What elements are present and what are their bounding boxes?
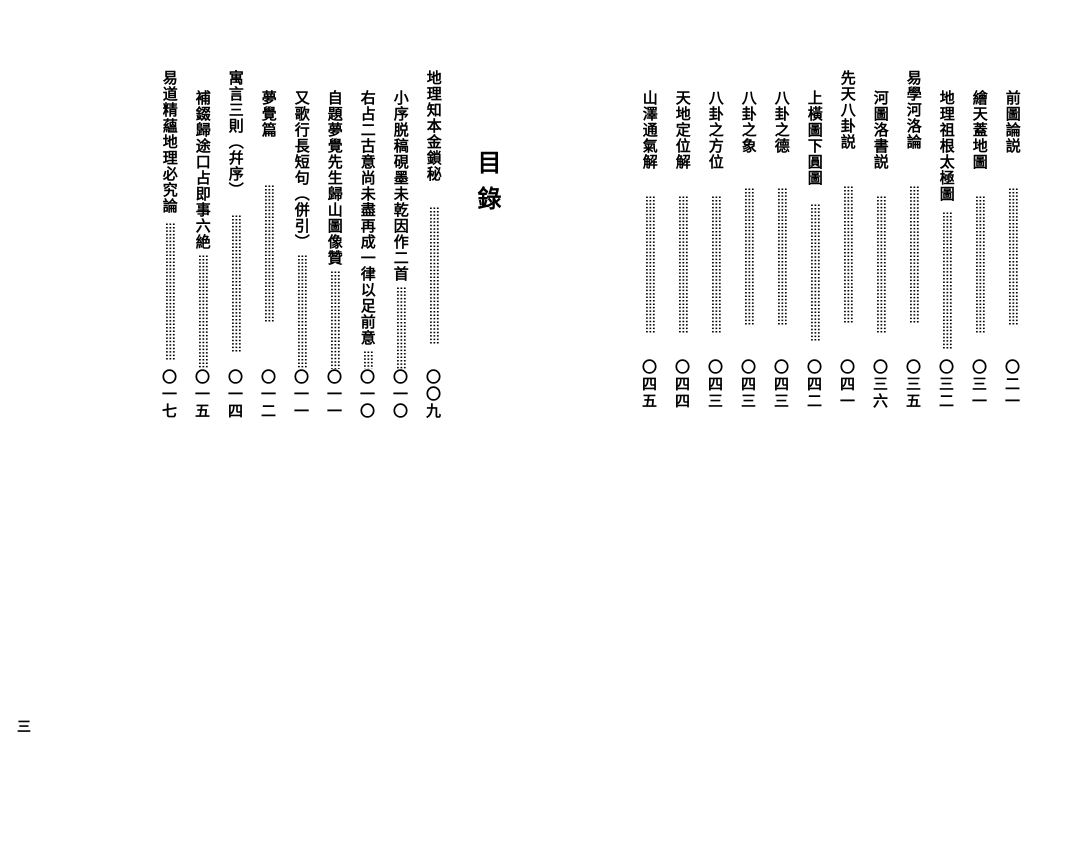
entry-title: 自題夢覺先生歸山圖像贊 [325,70,342,266]
entry-title: 繪天蓋地圖 [970,70,987,170]
leader-dots: ⁝⁝⁝⁝⁝⁝⁝⁝⁝⁝⁝⁝⁝⁝⁝⁝⁝⁝⁝⁝⁝⁝⁝⁝⁝⁝⁝⁝⁝⁝⁝⁝⁝⁝⁝⁝⁝⁝⁝⁝ [327,266,341,369]
entry-page-number: 〇三一 [968,359,989,410]
right-column: 前圖論説⁝⁝⁝⁝⁝⁝⁝⁝⁝⁝⁝⁝⁝⁝⁝⁝⁝⁝⁝⁝⁝⁝⁝⁝⁝⁝⁝⁝⁝⁝⁝⁝⁝⁝⁝⁝… [544,70,1028,813]
entry-page-number: 〇四三 [737,359,758,410]
entry-title: 夢覺篇 [259,70,276,138]
toc-entry: 易道精蘊地理必究論⁝⁝⁝⁝⁝⁝⁝⁝⁝⁝⁝⁝⁝⁝⁝⁝⁝⁝⁝⁝⁝⁝⁝⁝⁝⁝⁝⁝⁝⁝⁝… [158,70,179,420]
leader-dots: ⁝⁝⁝⁝⁝⁝⁝⁝⁝⁝⁝⁝⁝⁝⁝⁝⁝⁝⁝⁝⁝⁝⁝⁝⁝⁝⁝⁝⁝⁝⁝⁝⁝⁝⁝⁝⁝⁝⁝⁝ [906,150,920,359]
toc-entry: 自題夢覺先生歸山圖像贊⁝⁝⁝⁝⁝⁝⁝⁝⁝⁝⁝⁝⁝⁝⁝⁝⁝⁝⁝⁝⁝⁝⁝⁝⁝⁝⁝⁝⁝… [323,70,344,420]
entry-page-number: 〇四三 [770,359,791,410]
leader-dots: ⁝⁝⁝⁝⁝⁝⁝⁝⁝⁝⁝⁝⁝⁝⁝⁝⁝⁝⁝⁝⁝⁝⁝⁝⁝⁝⁝⁝⁝⁝⁝⁝⁝⁝⁝⁝⁝⁝⁝⁝ [807,186,821,359]
leader-dots: ⁝⁝⁝⁝⁝⁝⁝⁝⁝⁝⁝⁝⁝⁝⁝⁝⁝⁝⁝⁝⁝⁝⁝⁝⁝⁝⁝⁝⁝⁝⁝⁝⁝⁝⁝⁝⁝⁝⁝⁝ [972,170,986,359]
entry-page-number: 〇一〇 [389,369,410,420]
leader-dots: ⁝⁝⁝⁝⁝⁝⁝⁝⁝⁝⁝⁝⁝⁝⁝⁝⁝⁝⁝⁝⁝⁝⁝⁝⁝⁝⁝⁝⁝⁝⁝⁝⁝⁝⁝⁝⁝⁝⁝⁝ [840,150,854,359]
toc-entry: 補錣歸途口占即事六絶⁝⁝⁝⁝⁝⁝⁝⁝⁝⁝⁝⁝⁝⁝⁝⁝⁝⁝⁝⁝⁝⁝⁝⁝⁝⁝⁝⁝⁝⁝… [191,70,212,420]
leader-dots: ⁝⁝⁝⁝⁝⁝⁝⁝⁝⁝⁝⁝⁝⁝⁝⁝⁝⁝⁝⁝⁝⁝⁝⁝⁝⁝⁝⁝⁝⁝⁝⁝⁝⁝⁝⁝⁝⁝⁝⁝ [426,182,440,369]
entry-page-number: 〇一二 [257,369,278,420]
toc-entry: 八卦之德⁝⁝⁝⁝⁝⁝⁝⁝⁝⁝⁝⁝⁝⁝⁝⁝⁝⁝⁝⁝⁝⁝⁝⁝⁝⁝⁝⁝⁝⁝⁝⁝⁝⁝⁝⁝… [770,70,791,410]
entry-title: 上橫圖下圓圖 [805,70,822,186]
entry-page-number: 〇一一 [323,369,344,420]
right-entries-container: 前圖論説⁝⁝⁝⁝⁝⁝⁝⁝⁝⁝⁝⁝⁝⁝⁝⁝⁝⁝⁝⁝⁝⁝⁝⁝⁝⁝⁝⁝⁝⁝⁝⁝⁝⁝⁝⁝… [632,70,1028,410]
entry-title: 八卦之象 [739,70,756,154]
toc-entry: 河圖洛書説⁝⁝⁝⁝⁝⁝⁝⁝⁝⁝⁝⁝⁝⁝⁝⁝⁝⁝⁝⁝⁝⁝⁝⁝⁝⁝⁝⁝⁝⁝⁝⁝⁝⁝⁝… [869,70,890,410]
toc-entry: 前圖論説⁝⁝⁝⁝⁝⁝⁝⁝⁝⁝⁝⁝⁝⁝⁝⁝⁝⁝⁝⁝⁝⁝⁝⁝⁝⁝⁝⁝⁝⁝⁝⁝⁝⁝⁝⁝… [1001,70,1022,410]
toc-entry: 易學河洛論⁝⁝⁝⁝⁝⁝⁝⁝⁝⁝⁝⁝⁝⁝⁝⁝⁝⁝⁝⁝⁝⁝⁝⁝⁝⁝⁝⁝⁝⁝⁝⁝⁝⁝⁝… [902,70,923,410]
entry-title: 又歌行長短句（併引） [292,70,309,250]
toc-entry: 寓言三則（幷序）⁝⁝⁝⁝⁝⁝⁝⁝⁝⁝⁝⁝⁝⁝⁝⁝⁝⁝⁝⁝⁝⁝⁝⁝⁝⁝⁝⁝⁝⁝⁝⁝… [224,70,245,420]
leader-dots: ⁝⁝⁝⁝⁝⁝⁝⁝⁝⁝⁝⁝⁝⁝⁝⁝⁝⁝⁝⁝⁝⁝⁝⁝⁝⁝⁝⁝⁝⁝⁝⁝⁝⁝⁝⁝⁝⁝⁝⁝ [294,250,308,369]
leader-dots: ⁝⁝⁝⁝⁝⁝⁝⁝⁝⁝⁝⁝⁝⁝⁝⁝⁝⁝⁝⁝⁝⁝⁝⁝⁝⁝⁝⁝⁝⁝⁝⁝⁝⁝⁝⁝⁝⁝⁝⁝ [162,214,176,369]
leader-dots: ⁝⁝⁝⁝⁝⁝⁝⁝⁝⁝⁝⁝⁝⁝⁝⁝⁝⁝⁝⁝⁝⁝⁝⁝⁝⁝⁝⁝⁝⁝⁝⁝⁝⁝⁝⁝⁝⁝⁝⁝ [228,198,242,369]
entry-page-number: 〇三五 [902,359,923,410]
entry-page-number: 〇四一 [836,359,857,410]
left-column: 目錄 地理知本金鎖秘⁝⁝⁝⁝⁝⁝⁝⁝⁝⁝⁝⁝⁝⁝⁝⁝⁝⁝⁝⁝⁝⁝⁝⁝⁝⁝⁝⁝⁝⁝… [20,70,504,813]
entry-title: 八卦之德 [772,70,789,154]
entry-page-number: 〇四五 [638,359,659,410]
entry-page-number: 〇一七 [158,369,179,420]
entry-title: 補錣歸途口占即事六絶 [193,70,210,250]
toc-entry: 又歌行長短句（併引）⁝⁝⁝⁝⁝⁝⁝⁝⁝⁝⁝⁝⁝⁝⁝⁝⁝⁝⁝⁝⁝⁝⁝⁝⁝⁝⁝⁝⁝⁝… [290,70,311,420]
leader-dots: ⁝⁝⁝⁝⁝⁝⁝⁝⁝⁝⁝⁝⁝⁝⁝⁝⁝⁝⁝⁝⁝⁝⁝⁝⁝⁝⁝⁝⁝⁝⁝⁝⁝⁝⁝⁝⁝⁝⁝⁝ [195,250,209,369]
leader-dots: ⁝⁝⁝⁝⁝⁝⁝⁝⁝⁝⁝⁝⁝⁝⁝⁝⁝⁝⁝⁝⁝⁝⁝⁝⁝⁝⁝⁝⁝⁝⁝⁝⁝⁝⁝⁝⁝⁝⁝⁝ [360,346,374,369]
entry-page-number: 〇三六 [869,359,890,410]
entry-title: 天地定位解 [673,70,690,170]
toc-entry: 地理祖根太極圖⁝⁝⁝⁝⁝⁝⁝⁝⁝⁝⁝⁝⁝⁝⁝⁝⁝⁝⁝⁝⁝⁝⁝⁝⁝⁝⁝⁝⁝⁝⁝⁝⁝… [935,70,956,410]
entry-title: 前圖論説 [1003,70,1020,154]
toc-entry: 八卦之象⁝⁝⁝⁝⁝⁝⁝⁝⁝⁝⁝⁝⁝⁝⁝⁝⁝⁝⁝⁝⁝⁝⁝⁝⁝⁝⁝⁝⁝⁝⁝⁝⁝⁝⁝⁝… [737,70,758,410]
toc-entry: 右占二古意尚未盡再成一律以足前意⁝⁝⁝⁝⁝⁝⁝⁝⁝⁝⁝⁝⁝⁝⁝⁝⁝⁝⁝⁝⁝⁝⁝⁝… [356,70,377,420]
entry-page-number: 〇一一 [290,369,311,420]
entry-page-number: 〇一〇 [356,369,377,420]
toc-entry: 夢覺篇⁝⁝⁝⁝⁝⁝⁝⁝⁝⁝⁝⁝⁝⁝⁝⁝⁝⁝⁝⁝⁝⁝⁝⁝⁝⁝⁝⁝⁝⁝⁝⁝⁝⁝⁝⁝⁝… [257,70,278,420]
toc-entry: 小序脱稿硯墨未乾因作二首⁝⁝⁝⁝⁝⁝⁝⁝⁝⁝⁝⁝⁝⁝⁝⁝⁝⁝⁝⁝⁝⁝⁝⁝⁝⁝⁝⁝… [389,70,410,420]
leader-dots: ⁝⁝⁝⁝⁝⁝⁝⁝⁝⁝⁝⁝⁝⁝⁝⁝⁝⁝⁝⁝⁝⁝⁝⁝⁝⁝⁝⁝⁝⁝⁝⁝⁝⁝⁝⁝⁝⁝⁝⁝ [261,138,275,369]
leader-dots: ⁝⁝⁝⁝⁝⁝⁝⁝⁝⁝⁝⁝⁝⁝⁝⁝⁝⁝⁝⁝⁝⁝⁝⁝⁝⁝⁝⁝⁝⁝⁝⁝⁝⁝⁝⁝⁝⁝⁝⁝ [741,154,755,359]
entry-title: 小序脱稿硯墨未乾因作二首 [391,70,408,282]
entry-page-number: 〇四二 [803,359,824,410]
entry-title: 寓言三則（幷序） [226,70,243,198]
toc-entry: 上橫圖下圓圖⁝⁝⁝⁝⁝⁝⁝⁝⁝⁝⁝⁝⁝⁝⁝⁝⁝⁝⁝⁝⁝⁝⁝⁝⁝⁝⁝⁝⁝⁝⁝⁝⁝⁝… [803,70,824,410]
entry-title: 右占二古意尚未盡再成一律以足前意 [358,70,375,346]
entry-page-number: 〇四四 [671,359,692,410]
entry-page-number: 〇一四 [224,369,245,420]
entry-title: 山澤通氣解 [640,70,657,170]
leader-dots: ⁝⁝⁝⁝⁝⁝⁝⁝⁝⁝⁝⁝⁝⁝⁝⁝⁝⁝⁝⁝⁝⁝⁝⁝⁝⁝⁝⁝⁝⁝⁝⁝⁝⁝⁝⁝⁝⁝⁝⁝ [675,170,689,359]
entry-page-number: 〇三二 [935,359,956,410]
leader-dots: ⁝⁝⁝⁝⁝⁝⁝⁝⁝⁝⁝⁝⁝⁝⁝⁝⁝⁝⁝⁝⁝⁝⁝⁝⁝⁝⁝⁝⁝⁝⁝⁝⁝⁝⁝⁝⁝⁝⁝⁝ [642,170,656,359]
entry-title: 易道精蘊地理必究論 [160,70,177,214]
toc-heading: 目錄 [469,70,504,222]
entry-page-number: 〇四三 [704,359,725,410]
leader-dots: ⁝⁝⁝⁝⁝⁝⁝⁝⁝⁝⁝⁝⁝⁝⁝⁝⁝⁝⁝⁝⁝⁝⁝⁝⁝⁝⁝⁝⁝⁝⁝⁝⁝⁝⁝⁝⁝⁝⁝⁝ [393,282,407,369]
entry-page-number: 〇〇九 [422,369,443,420]
entry-title: 地理知本金鎖秘 [424,70,441,182]
entry-title: 河圖洛書説 [871,70,888,170]
toc-entry: 地理知本金鎖秘⁝⁝⁝⁝⁝⁝⁝⁝⁝⁝⁝⁝⁝⁝⁝⁝⁝⁝⁝⁝⁝⁝⁝⁝⁝⁝⁝⁝⁝⁝⁝⁝⁝… [422,70,443,420]
page-spread: 目錄 地理知本金鎖秘⁝⁝⁝⁝⁝⁝⁝⁝⁝⁝⁝⁝⁝⁝⁝⁝⁝⁝⁝⁝⁝⁝⁝⁝⁝⁝⁝⁝⁝⁝… [0,0,1068,853]
leader-dots: ⁝⁝⁝⁝⁝⁝⁝⁝⁝⁝⁝⁝⁝⁝⁝⁝⁝⁝⁝⁝⁝⁝⁝⁝⁝⁝⁝⁝⁝⁝⁝⁝⁝⁝⁝⁝⁝⁝⁝⁝ [1005,154,1019,359]
footer-page-number: 三 [12,719,32,733]
entry-page-number: 〇一五 [191,369,212,420]
leader-dots: ⁝⁝⁝⁝⁝⁝⁝⁝⁝⁝⁝⁝⁝⁝⁝⁝⁝⁝⁝⁝⁝⁝⁝⁝⁝⁝⁝⁝⁝⁝⁝⁝⁝⁝⁝⁝⁝⁝⁝⁝ [774,154,788,359]
toc-entry: 八卦之方位⁝⁝⁝⁝⁝⁝⁝⁝⁝⁝⁝⁝⁝⁝⁝⁝⁝⁝⁝⁝⁝⁝⁝⁝⁝⁝⁝⁝⁝⁝⁝⁝⁝⁝⁝… [704,70,725,410]
toc-entry: 山澤通氣解⁝⁝⁝⁝⁝⁝⁝⁝⁝⁝⁝⁝⁝⁝⁝⁝⁝⁝⁝⁝⁝⁝⁝⁝⁝⁝⁝⁝⁝⁝⁝⁝⁝⁝⁝… [638,70,659,410]
leader-dots: ⁝⁝⁝⁝⁝⁝⁝⁝⁝⁝⁝⁝⁝⁝⁝⁝⁝⁝⁝⁝⁝⁝⁝⁝⁝⁝⁝⁝⁝⁝⁝⁝⁝⁝⁝⁝⁝⁝⁝⁝ [873,170,887,359]
toc-entry: 先天八卦説⁝⁝⁝⁝⁝⁝⁝⁝⁝⁝⁝⁝⁝⁝⁝⁝⁝⁝⁝⁝⁝⁝⁝⁝⁝⁝⁝⁝⁝⁝⁝⁝⁝⁝⁝… [836,70,857,410]
entry-title: 地理祖根太極圖 [937,70,954,202]
entry-title: 易學河洛論 [904,70,921,150]
toc-entry: 天地定位解⁝⁝⁝⁝⁝⁝⁝⁝⁝⁝⁝⁝⁝⁝⁝⁝⁝⁝⁝⁝⁝⁝⁝⁝⁝⁝⁝⁝⁝⁝⁝⁝⁝⁝⁝… [671,70,692,410]
leader-dots: ⁝⁝⁝⁝⁝⁝⁝⁝⁝⁝⁝⁝⁝⁝⁝⁝⁝⁝⁝⁝⁝⁝⁝⁝⁝⁝⁝⁝⁝⁝⁝⁝⁝⁝⁝⁝⁝⁝⁝⁝ [708,170,722,359]
entry-title: 先天八卦説 [838,70,855,150]
toc-entry: 繪天蓋地圖⁝⁝⁝⁝⁝⁝⁝⁝⁝⁝⁝⁝⁝⁝⁝⁝⁝⁝⁝⁝⁝⁝⁝⁝⁝⁝⁝⁝⁝⁝⁝⁝⁝⁝⁝… [968,70,989,410]
left-entries-container: 地理知本金鎖秘⁝⁝⁝⁝⁝⁝⁝⁝⁝⁝⁝⁝⁝⁝⁝⁝⁝⁝⁝⁝⁝⁝⁝⁝⁝⁝⁝⁝⁝⁝⁝⁝⁝… [152,70,449,420]
entry-title: 八卦之方位 [706,70,723,170]
leader-dots: ⁝⁝⁝⁝⁝⁝⁝⁝⁝⁝⁝⁝⁝⁝⁝⁝⁝⁝⁝⁝⁝⁝⁝⁝⁝⁝⁝⁝⁝⁝⁝⁝⁝⁝⁝⁝⁝⁝⁝⁝ [939,202,953,359]
entry-page-number: 〇二一 [1001,359,1022,410]
